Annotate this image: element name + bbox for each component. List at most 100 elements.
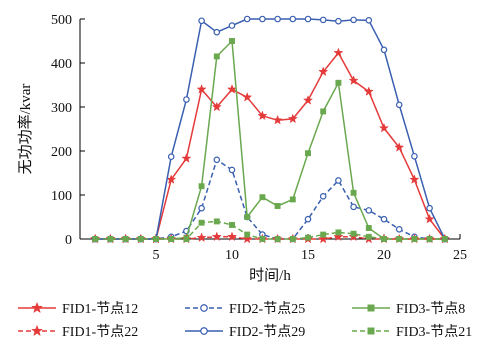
x-tick-label: 15	[301, 248, 315, 263]
data-point	[333, 47, 344, 58]
data-point	[350, 230, 357, 237]
data-point	[335, 79, 342, 86]
data-point	[350, 203, 357, 211]
data-point	[228, 166, 236, 174]
data-point	[365, 207, 373, 214]
data-point	[287, 113, 298, 124]
data-point	[167, 153, 175, 161]
series-line	[95, 40, 445, 240]
data-point	[242, 91, 253, 102]
legend-label: FID2-节点29	[229, 324, 305, 340]
data-point	[229, 221, 235, 228]
data-point	[411, 152, 418, 160]
y-tick-label: 300	[51, 101, 72, 116]
data-point	[318, 233, 329, 244]
data-point	[226, 231, 238, 242]
data-point	[319, 16, 327, 24]
data-point	[333, 231, 344, 242]
data-point	[319, 193, 327, 200]
y-tick-label: 500	[51, 13, 72, 28]
data-point	[289, 196, 296, 203]
x-axis-title: 时间/h	[249, 267, 291, 284]
x-tick-label: 25	[453, 248, 467, 263]
legend-item: FID2-节点25	[185, 301, 305, 317]
legend: FID1-节点12 FID2-节点25 FID3-节点8 FID1-节点22 FID2-…	[18, 301, 472, 340]
legend-item: FID3-节点8	[352, 301, 465, 317]
data-point	[441, 236, 448, 242]
label-layer: 时间/h 无功功率/kvar 0 100 200 300 400 500 5 10 15 20 25	[17, 13, 467, 284]
data-point	[259, 236, 266, 242]
data-point	[244, 231, 251, 238]
data-point	[259, 15, 266, 23]
data-point	[304, 15, 312, 23]
data-point	[381, 236, 387, 242]
legend-item: FID1-节点12	[18, 301, 138, 317]
legend-marker	[200, 327, 208, 335]
y-tick-label: 400	[51, 57, 72, 72]
data-point	[426, 236, 433, 242]
data-point	[183, 96, 190, 103]
data-point	[228, 22, 236, 29]
data-point	[198, 17, 205, 25]
data-point	[411, 236, 418, 242]
data-point	[335, 17, 342, 25]
data-point	[107, 236, 114, 242]
data-point	[320, 108, 327, 115]
legend-marker	[31, 324, 43, 337]
data-point	[305, 150, 311, 157]
series-2	[91, 156, 449, 243]
legend-item: FID2-节点29	[185, 324, 305, 340]
y-tick-label: 200	[51, 145, 72, 160]
data-point	[196, 232, 207, 242]
legend-item: FID3-节点21	[352, 324, 472, 340]
series-layer	[90, 15, 450, 244]
data-point	[365, 233, 372, 240]
data-point	[213, 28, 221, 36]
data-point	[335, 229, 342, 236]
data-point	[211, 231, 222, 242]
data-point	[395, 101, 403, 109]
x-tick-label: 20	[377, 248, 391, 263]
legend-label: FID3-节点21	[396, 324, 472, 340]
data-point	[426, 204, 433, 212]
data-point	[213, 156, 221, 164]
data-point	[243, 15, 251, 23]
data-point	[244, 214, 251, 220]
y-tick-label: 0	[65, 233, 72, 248]
data-point	[181, 153, 192, 163]
data-point	[380, 46, 388, 54]
data-point	[304, 215, 312, 223]
data-point	[318, 66, 329, 77]
data-point	[213, 53, 220, 60]
data-point	[320, 231, 327, 238]
series-line	[95, 159, 445, 240]
data-point	[378, 122, 390, 133]
data-point	[365, 225, 372, 231]
legend-label: FID3-节点8	[396, 301, 465, 317]
data-point	[409, 174, 420, 184]
data-point	[396, 236, 403, 242]
data-point	[274, 236, 281, 242]
data-point	[289, 15, 297, 23]
data-point	[363, 86, 374, 96]
data-point	[335, 177, 342, 184]
data-point	[305, 234, 311, 241]
data-point	[348, 75, 359, 85]
data-point	[122, 236, 129, 242]
data-point	[424, 213, 435, 224]
data-point	[211, 101, 222, 112]
data-point	[289, 236, 296, 242]
data-point	[395, 226, 403, 233]
series-6	[92, 218, 448, 242]
data-point	[274, 15, 281, 23]
data-point	[183, 236, 190, 242]
x-tick-label: 5	[153, 248, 160, 263]
data-point	[272, 114, 283, 125]
series-line	[95, 18, 446, 240]
data-point	[365, 17, 373, 24]
data-point	[242, 233, 253, 244]
data-point	[198, 183, 205, 190]
legend-label: FID2-节点25	[229, 301, 305, 317]
data-point	[153, 236, 159, 242]
axes-layer	[79, 18, 461, 240]
